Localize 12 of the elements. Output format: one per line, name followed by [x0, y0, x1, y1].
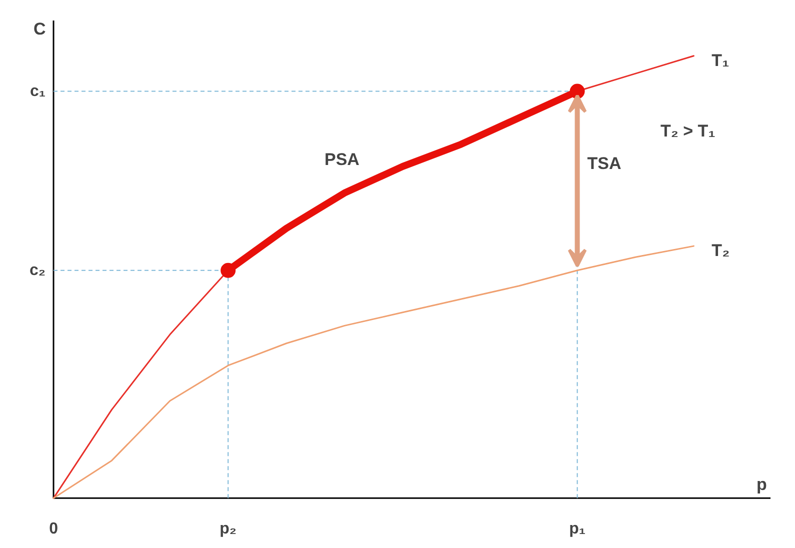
x-tick-label: 0 [49, 520, 58, 538]
y-axis-title: C [34, 20, 46, 38]
series-label: PSA [324, 150, 360, 169]
x-tick-label: p₁ [569, 520, 586, 538]
series-label: T₁ [712, 50, 730, 70]
ref-line-label: c₁ [30, 82, 46, 100]
x-tick-label: p₂ [220, 520, 237, 538]
ref-line-label: c₂ [30, 262, 46, 279]
series-label: T₂ [712, 241, 730, 260]
annotation: T₂ > T₁ [660, 122, 716, 140]
x-axis-title: p [756, 475, 767, 494]
annotation: TSA [587, 154, 622, 173]
